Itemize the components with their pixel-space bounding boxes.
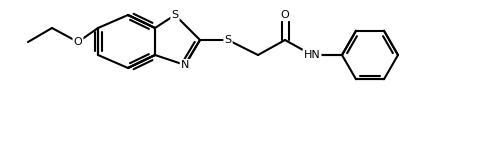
Text: N: N: [181, 60, 189, 70]
Text: S: S: [225, 35, 231, 45]
Text: S: S: [171, 10, 179, 20]
Text: HN: HN: [304, 50, 320, 60]
Text: O: O: [281, 10, 289, 20]
Text: O: O: [73, 37, 83, 47]
